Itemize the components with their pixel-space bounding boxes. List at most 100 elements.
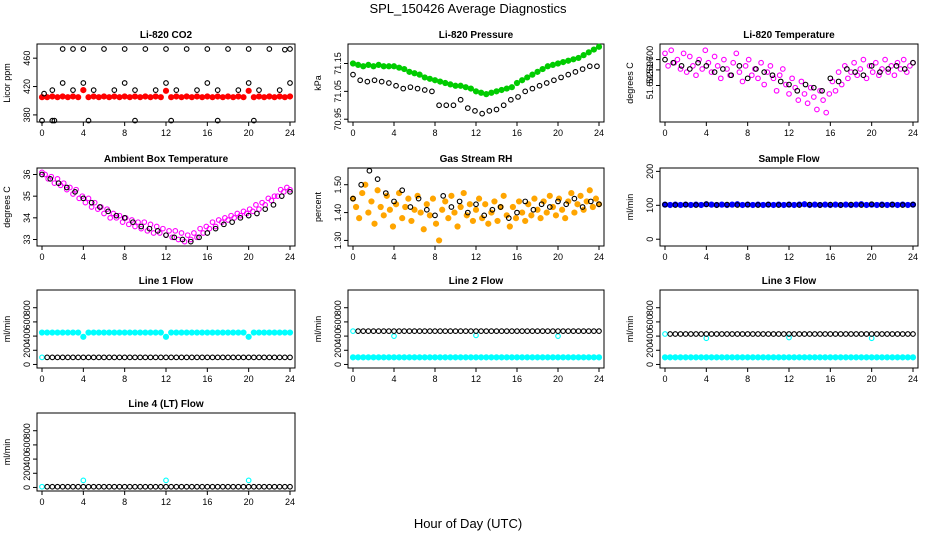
panel-temperature: Li-820 Temperature degrees C 0 4 8 12 16 20 24 51… [625, 30, 919, 138]
data-point [708, 331, 715, 337]
data-point [714, 62, 721, 69]
data-point [466, 201, 473, 208]
data-point [173, 87, 180, 93]
x-tick-label: 8 [432, 252, 437, 262]
y-tick-label: 800 [22, 423, 32, 438]
data-point [416, 328, 423, 334]
data-point [662, 56, 668, 63]
data-point [845, 75, 851, 82]
data-point [472, 354, 480, 361]
data-point [555, 328, 561, 334]
y-tick-label: 600 [22, 314, 32, 329]
series-black [350, 167, 602, 221]
data-point [142, 483, 149, 490]
y-tick-label: 36 [22, 169, 32, 179]
data-point [178, 483, 185, 490]
data-point [884, 201, 891, 209]
data-point [184, 232, 191, 239]
data-point [147, 329, 154, 336]
data-point [505, 215, 512, 221]
data-point [121, 46, 128, 52]
data-point [445, 215, 452, 222]
data-point [197, 225, 203, 232]
data-point [760, 201, 767, 209]
data-point [204, 80, 211, 86]
data-point [810, 94, 817, 100]
data-point [163, 46, 169, 52]
data-point [801, 201, 808, 208]
data-point [209, 483, 216, 490]
x-tick-label: 4 [391, 374, 396, 384]
y-tick-label: 200 [645, 343, 655, 358]
data-point [775, 354, 782, 361]
data-point [138, 223, 145, 230]
data-point [113, 212, 120, 219]
data-point [377, 203, 384, 211]
data-point [512, 215, 520, 222]
data-point [868, 201, 875, 208]
data-point [415, 195, 422, 202]
y-tick-label: 600 [645, 314, 655, 329]
data-point [580, 52, 587, 59]
data-point [38, 329, 46, 336]
data-point [101, 46, 107, 52]
data-point [760, 354, 767, 361]
data-point [399, 215, 406, 222]
x-tick-label: 12 [161, 252, 171, 262]
data-point [473, 201, 479, 208]
data-point [386, 206, 393, 213]
data-point [111, 329, 118, 336]
data-point [235, 483, 242, 490]
data-point [380, 354, 387, 361]
data-point [427, 328, 433, 334]
x-tick-label: 12 [784, 252, 794, 262]
data-point [596, 201, 602, 208]
data-point [565, 57, 572, 64]
data-point [537, 215, 544, 222]
data-point [245, 46, 252, 52]
data-point [703, 331, 710, 337]
x-tick-label: 0 [39, 128, 44, 138]
data-point [506, 223, 513, 230]
data-point [266, 46, 273, 52]
data-point [718, 201, 725, 208]
data-point [59, 483, 66, 490]
data-point [589, 203, 596, 211]
x-tick-label: 12 [161, 497, 171, 507]
data-point [493, 88, 500, 95]
data-point [863, 331, 870, 337]
data-point [779, 66, 786, 72]
y-axis-label: percent [313, 191, 323, 222]
x-tick-label: 0 [662, 128, 667, 138]
data-point [411, 206, 418, 213]
data-point [385, 354, 392, 361]
y-axis-label: kPa [313, 75, 323, 91]
data-point [904, 201, 911, 209]
data-point [713, 331, 720, 337]
data-point [54, 94, 61, 101]
data-point [111, 483, 118, 490]
data-point [204, 46, 211, 52]
data-point [524, 354, 531, 361]
data-point [121, 93, 128, 100]
data-point [806, 354, 813, 361]
data-point [796, 354, 803, 361]
data-point [832, 87, 839, 94]
data-point [401, 328, 408, 334]
x-tick-label: 8 [122, 497, 127, 507]
data-point [69, 329, 77, 336]
data-point [827, 75, 834, 82]
data-point [44, 329, 51, 336]
data-point [585, 328, 592, 334]
data-point [426, 354, 433, 361]
data-point [178, 329, 185, 336]
data-point [60, 180, 67, 187]
data-point [785, 354, 793, 361]
x-tick-label: 16 [512, 374, 522, 384]
data-point [801, 354, 808, 361]
data-point [498, 328, 505, 334]
data-point [910, 59, 916, 66]
data-point [442, 328, 449, 334]
data-point [59, 80, 66, 86]
panel-title: Line 1 Flow [139, 276, 194, 287]
